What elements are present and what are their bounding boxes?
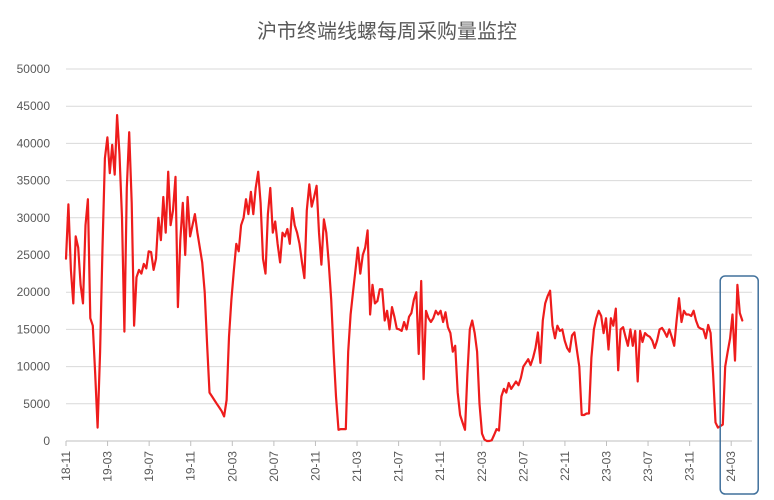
highlight-box [719, 275, 759, 495]
x-tick-label: 24-03 [724, 451, 738, 482]
x-axis [65, 440, 752, 446]
x-tick-label: 23-03 [599, 451, 613, 482]
gridlines [66, 68, 752, 405]
x-axis-ticks: 18-11 19-03 19-07 19-11 20-03 20-07 20-11 21-03… [59, 451, 738, 482]
y-tick-label: 35000 [17, 174, 51, 188]
x-tick-label: 22-11 [558, 451, 572, 481]
x-tick-label: 22-07 [516, 451, 530, 482]
y-tick-label: 45000 [17, 99, 51, 113]
x-tick-label: 19-03 [101, 451, 115, 482]
series-group [64, 113, 744, 443]
y-axis-ticks: 0 5000 10000 15000 20000 25000 30000 35000 40000… [17, 62, 51, 448]
y-tick-label: 5000 [23, 397, 50, 411]
x-tick-label: 19-07 [142, 451, 156, 482]
highlight-group [719, 275, 759, 495]
x-tick-label: 23-11 [683, 451, 697, 481]
y-tick-label: 0 [43, 434, 50, 448]
x-tick-label: 20-03 [225, 451, 239, 482]
y-tick-label: 25000 [17, 248, 51, 262]
x-tick-label: 23-07 [641, 451, 655, 482]
x-tick-label: 21-07 [392, 451, 406, 482]
y-tick-label: 30000 [17, 211, 51, 225]
y-tick-label: 40000 [17, 136, 51, 150]
x-tick-label: 20-11 [308, 451, 322, 481]
x-tick-label: 20-07 [267, 451, 281, 482]
y-tick-label: 50000 [17, 62, 51, 76]
x-tick-label: 22-03 [475, 451, 489, 482]
y-tick-label: 10000 [17, 360, 51, 374]
x-tick-label: 21-11 [433, 451, 447, 481]
series-line [64, 113, 744, 443]
x-tick-label: 19-11 [184, 451, 198, 481]
chart-title: 沪市终端线螺每周采购量监控 [257, 19, 517, 43]
y-tick-label: 15000 [17, 322, 51, 336]
x-tick-label: 18-11 [59, 451, 73, 481]
x-tick-label: 21-03 [350, 451, 364, 482]
y-tick-label: 20000 [17, 285, 51, 299]
